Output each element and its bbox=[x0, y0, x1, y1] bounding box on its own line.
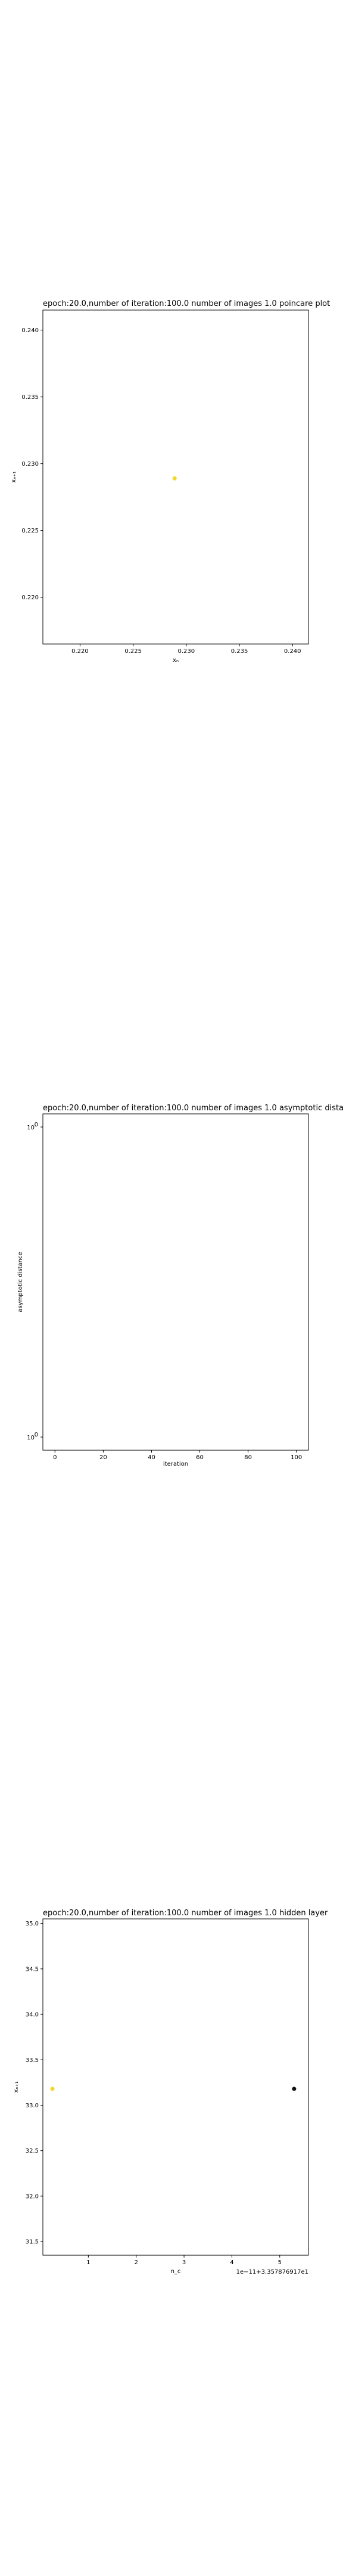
x-tick-label: 1 bbox=[86, 2259, 90, 2266]
x-tick-label: 0.220 bbox=[71, 648, 89, 655]
y-tick-label: 33.0 bbox=[26, 2103, 39, 2109]
y-tick-label: 10 bbox=[27, 1435, 35, 1441]
hidden-layer-xlabel: n_c bbox=[171, 2268, 181, 2275]
x-tick-label: 80 bbox=[244, 1454, 252, 1461]
poincare-plot-xlabel: xₙ bbox=[173, 657, 179, 664]
hidden-layer-title: epoch:20.0,number of iteration:100.0 num… bbox=[43, 1909, 328, 1918]
hidden-layer-offset-text: 1e−11+3.357876917e1 bbox=[236, 2269, 308, 2275]
x-tick-label: 2 bbox=[135, 2259, 138, 2266]
y-tick-label: 34.0 bbox=[26, 2012, 39, 2018]
data-point bbox=[292, 2086, 297, 2091]
x-tick-label: 60 bbox=[196, 1454, 204, 1461]
hidden-layer-frame bbox=[42, 1918, 309, 2256]
y-tick-label: 31.5 bbox=[26, 2239, 39, 2246]
y-tick-label: 0.240 bbox=[21, 327, 39, 334]
x-tick-label: 0 bbox=[53, 1454, 57, 1461]
asymptotic-distance-title: epoch:20.0,number of iteration:100.0 num… bbox=[43, 1104, 343, 1113]
asymptotic-distance-xlabel: iteration bbox=[163, 1461, 188, 1467]
x-tick-label: 40 bbox=[148, 1454, 155, 1461]
asymptotic-distance-ylabel: asymptotic distance bbox=[17, 1252, 24, 1312]
y-tick-label: 32.0 bbox=[26, 2193, 39, 2200]
poincare-plot-title: epoch:20.0,number of iteration:100.0 num… bbox=[43, 299, 330, 308]
asymptotic-distance-plot: epoch:20.0,number of iteration:100.0 num… bbox=[17, 1104, 343, 1467]
x-tick-label: 0.240 bbox=[284, 648, 301, 655]
x-tick-label: 20 bbox=[99, 1454, 107, 1461]
x-tick-label: 0.235 bbox=[231, 648, 248, 655]
y-tick-label: 0.230 bbox=[21, 461, 39, 467]
y-tick-label: 0.220 bbox=[21, 595, 39, 601]
poincare-plot-frame bbox=[42, 309, 309, 645]
data-point bbox=[172, 476, 177, 481]
y-tick-exponent: 0 bbox=[35, 1122, 38, 1128]
hidden-layer-ylabel: xₙ₊₁ bbox=[13, 2081, 20, 2092]
x-tick-label: 0.230 bbox=[178, 648, 195, 655]
poincare-plot: epoch:20.0,number of iteration:100.0 num… bbox=[11, 299, 330, 664]
y-tick-label: 0.235 bbox=[21, 394, 39, 401]
poincare-plot-ylabel: xₙ₊₁ bbox=[11, 471, 17, 482]
data-point bbox=[50, 2086, 55, 2091]
x-tick-label: 100 bbox=[291, 1454, 302, 1461]
y-tick-label: 0.225 bbox=[21, 528, 39, 534]
x-tick-label: 4 bbox=[230, 2259, 233, 2266]
x-tick-label: 5 bbox=[278, 2259, 282, 2266]
y-tick-label: 10 bbox=[27, 1125, 35, 1131]
x-tick-label: 3 bbox=[182, 2259, 186, 2266]
y-tick-label: 32.5 bbox=[26, 2148, 39, 2154]
y-tick-label: 33.5 bbox=[26, 2057, 39, 2064]
hidden-layer-plot: epoch:20.0,number of iteration:100.0 num… bbox=[13, 1909, 328, 2275]
y-tick-label: 35.0 bbox=[26, 1921, 39, 1927]
y-tick-label: 34.5 bbox=[26, 1966, 39, 1973]
x-tick-label: 0.225 bbox=[124, 648, 142, 655]
y-tick-exponent: 0 bbox=[35, 1432, 38, 1438]
asymptotic-distance-frame bbox=[42, 1113, 309, 1451]
